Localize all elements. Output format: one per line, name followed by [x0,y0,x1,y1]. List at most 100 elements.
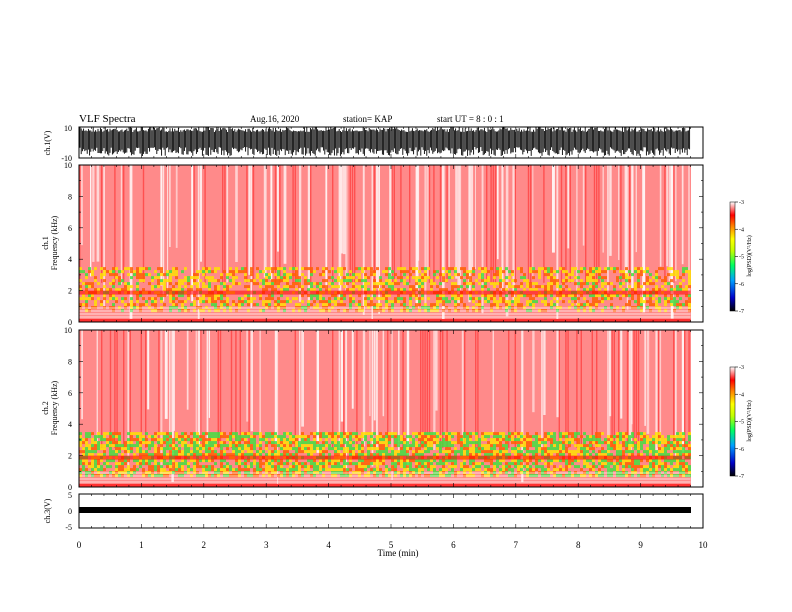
spectrogram-streak [250,165,252,308]
spectrogram-cell [292,285,295,289]
spectrogram-streak [406,330,410,470]
spectrogram-cell [595,282,598,286]
spectrogram-cell [556,450,559,454]
spectrogram-cell [514,453,517,457]
spectrogram-cell [622,288,625,292]
spectrogram-cell [373,282,376,286]
spectrogram-cell [595,267,598,271]
spectrogram-cell [94,267,97,271]
spectrogram-cell [175,462,178,466]
spectrogram-cell [451,297,454,301]
spectrogram-cell [520,441,523,445]
spectrogram-cell [382,444,385,448]
spectrogram-cell [208,459,211,463]
spectrogram-cell [241,267,244,271]
spectrogram-cell [190,432,193,436]
spectrogram-cell [484,300,487,304]
spectrogram-cell [592,279,595,283]
spectrogram-cell [433,270,436,274]
spectrogram-cell [325,450,328,454]
spectrogram-cell [343,303,346,307]
spectrogram-cell [154,270,157,274]
spectrogram-cell [676,273,679,277]
spectrogram-cell [271,450,274,454]
spectrogram-cell [496,444,499,448]
spectrogram-cell [307,267,310,271]
spectrogram-cell [298,462,301,466]
spectrogram-cell [322,285,325,289]
spectrogram-cell [442,297,445,301]
spectrogram-cell [289,447,292,451]
spectrogram-cell [319,438,322,442]
spectrogram-cell [505,294,508,298]
spectrogram-cell [493,447,496,451]
spectrogram-streak [626,165,629,310]
spectrogram-cell [451,432,454,436]
spectrogram-cell [418,438,421,442]
spectrogram-cell [79,288,82,292]
spectrogram-cell [136,267,139,271]
spectrogram-cell [139,303,142,307]
spectrogram-cell [406,447,409,451]
spectrogram-cell [538,441,541,445]
spectrogram-cell [286,432,289,436]
spectrogram-cell [154,297,157,301]
spectrogram-cell [100,288,103,292]
spectrogram-cell [502,279,505,283]
spectrogram-cell [325,462,328,466]
spectrogram-cell [445,300,448,304]
spectrogram-cell [409,303,412,307]
spectrogram-cell [529,444,532,448]
spectrogram-cell [310,288,313,292]
spectrogram-cell [295,459,298,463]
spectrogram-cell [97,441,100,445]
spectrogram-cell [643,438,646,442]
spectrogram-cell [412,267,415,271]
spectrogram-cell [556,459,559,463]
spectrogram-cell [388,282,391,286]
spectrogram-cell [148,441,151,445]
spectrogram-cell [685,267,688,271]
spectrogram-cell [214,435,217,439]
spectrogram-cell [538,459,541,463]
spectrogram-cell [511,300,514,304]
spectrogram-cell [124,447,127,451]
spectrogram-cell [385,465,388,469]
spectrogram-cell [256,444,259,448]
spectrogram-cell [133,303,136,307]
spectrogram-cell [409,465,412,469]
spectrogram-cell [355,444,358,448]
spectrogram-cell [664,279,667,283]
spectrogram-cell [91,285,94,289]
spectrogram-cell [655,303,658,307]
spectrogram-cell [622,468,625,472]
spectrogram-cell [568,441,571,445]
spectrogram-cell [577,432,580,436]
spectrogram-cell [433,453,436,457]
spectrogram-cell [433,465,436,469]
spectrogram-cell [454,300,457,304]
spectrogram-cell [397,453,400,457]
spectrogram-cell [688,279,691,283]
spectrogram-cell [184,285,187,289]
spectrogram-cell [175,447,178,451]
spectrogram-cell [181,432,184,436]
spectrogram-cell [637,303,640,307]
spectrogram-cell [532,267,535,271]
spectrogram-cell [124,288,127,292]
spectrogram-cell [403,270,406,274]
spectrogram-cell [463,447,466,451]
spectrogram-cell [85,444,88,448]
spectrogram-cell [292,453,295,457]
spectrogram-cell [334,462,337,466]
spectrogram-cell [217,444,220,448]
spectrogram-cell [82,447,85,451]
spectrogram-streak [332,330,334,448]
spectrogram-cell [301,300,304,304]
spectrogram-cell [268,453,271,457]
spectrogram-cell [556,453,559,457]
spectrogram-cell [592,288,595,292]
spectrogram-cell [187,453,190,457]
spectrogram-cell [430,444,433,448]
spectrogram-cell [574,450,577,454]
